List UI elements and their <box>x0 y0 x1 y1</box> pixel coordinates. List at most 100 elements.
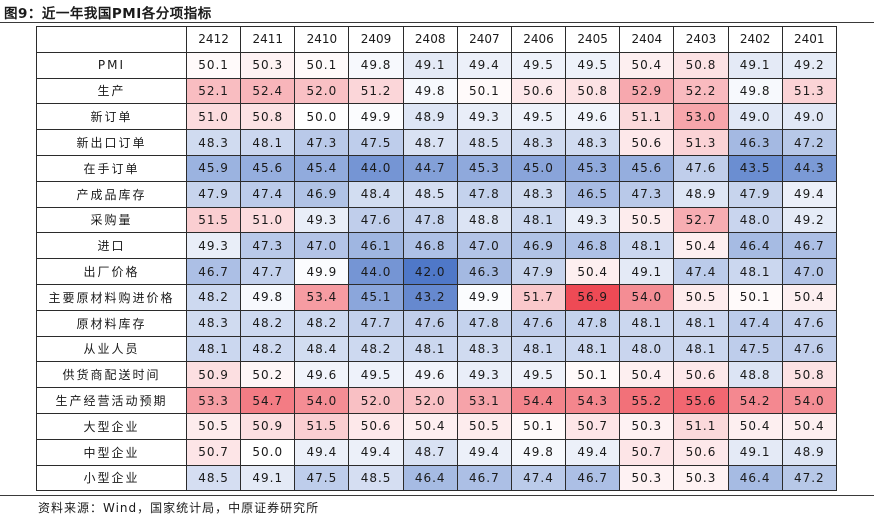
heat-cell: 49.1 <box>727 51 783 79</box>
heat-cell: 43.5 <box>727 154 783 182</box>
heat-cell: 49.8 <box>402 77 458 105</box>
row-label: 产成品库存 <box>36 180 187 208</box>
heat-cell: 50.5 <box>619 206 675 234</box>
heat-cell: 51.1 <box>673 412 729 440</box>
heat-cell: 54.3 <box>565 387 621 414</box>
heat-cell: 51.3 <box>673 129 729 156</box>
heat-cell: 47.0 <box>456 232 512 260</box>
heat-cell: 54.0 <box>294 387 350 414</box>
heat-cell: 50.7 <box>185 438 242 466</box>
heat-cell: 50.8 <box>781 361 837 389</box>
heat-cell: 48.8 <box>456 206 512 234</box>
column-header: 2411 <box>240 26 296 53</box>
heat-cell: 48.1 <box>727 258 783 285</box>
heat-cell: 49.3 <box>565 206 621 234</box>
heat-cell: 48.2 <box>240 309 296 337</box>
heat-cell: 50.3 <box>619 464 675 492</box>
heat-cell: 50.7 <box>565 412 621 440</box>
heat-cell: 46.9 <box>510 232 567 260</box>
heat-cell: 49.4 <box>456 438 512 466</box>
heat-cell: 55.6 <box>673 387 729 414</box>
heat-cell: 45.0 <box>510 154 567 182</box>
table-row: 出厂价格 46.7 47.7 49.9 44.0 42.0 46.3 47.9 50.4 49.1… <box>36 258 837 285</box>
row-label: 进口 <box>36 232 187 260</box>
heat-cell: 47.5 <box>348 129 404 156</box>
heat-cell: 49.4 <box>456 51 512 79</box>
heat-cell: 49.4 <box>565 438 621 466</box>
table-row: 中型企业 50.7 50.0 49.4 49.4 48.7 49.4 49.8 49.4 50.7… <box>36 438 837 466</box>
heat-cell: 45.1 <box>348 283 404 311</box>
heat-cell: 44.3 <box>781 154 837 182</box>
heat-cell: 51.7 <box>510 283 567 311</box>
row-label: 生产经营活动预期 <box>36 387 187 414</box>
heat-cell: 48.3 <box>510 180 567 208</box>
heat-cell: 47.6 <box>402 309 458 337</box>
heat-cell: 47.2 <box>781 464 837 492</box>
heat-cell: 47.4 <box>673 258 729 285</box>
heat-cell: 50.3 <box>619 412 675 440</box>
heat-cell: 47.0 <box>294 232 350 260</box>
heat-cell: 47.2 <box>781 129 837 156</box>
heat-cell: 49.3 <box>456 361 512 389</box>
heat-cell: 44.0 <box>348 154 404 182</box>
heat-cell: 47.4 <box>240 180 296 208</box>
table-row: 生产经营活动预期 53.3 54.7 54.0 52.0 52.0 53.1 54.4 54.3… <box>36 387 837 414</box>
column-header: 2406 <box>510 26 567 53</box>
heat-cell: 54.7 <box>240 387 296 414</box>
heat-cell: 52.4 <box>240 77 296 105</box>
heat-cell: 46.7 <box>565 464 621 492</box>
heat-cell: 53.4 <box>294 283 350 311</box>
row-label: 从业人员 <box>36 335 187 363</box>
heat-cell: 50.6 <box>673 438 729 466</box>
row-label: 在手订单 <box>36 154 187 182</box>
heat-cell: 48.5 <box>402 180 458 208</box>
heat-cell: 44.0 <box>348 258 404 285</box>
heat-cell: 48.1 <box>619 309 675 337</box>
heat-cell: 50.0 <box>294 103 350 131</box>
corner-cell <box>36 26 187 53</box>
heat-cell: 43.2 <box>402 283 458 311</box>
table-row: 新出口订单 48.3 48.1 47.3 47.5 48.7 48.5 48.3 48.3 50.… <box>36 129 837 156</box>
heat-cell: 47.4 <box>727 309 783 337</box>
heat-cell: 49.5 <box>510 361 567 389</box>
heat-cell: 48.3 <box>185 129 242 156</box>
heat-cell: 47.7 <box>240 258 296 285</box>
heat-cell: 48.5 <box>185 464 242 492</box>
heat-cell: 49.9 <box>294 258 350 285</box>
heat-cell: 48.4 <box>348 180 404 208</box>
heat-cell: 49.4 <box>294 438 350 466</box>
table-row: 进口 49.3 47.3 47.0 46.1 46.8 47.0 46.9 46.8 48.1 50… <box>36 232 837 260</box>
table-row: 生产 52.1 52.4 52.0 51.2 49.8 50.1 50.6 50.8 52.9 52… <box>36 77 837 105</box>
heat-cell: 46.8 <box>565 232 621 260</box>
heat-cell: 49.9 <box>348 103 404 131</box>
heat-cell: 46.4 <box>727 232 783 260</box>
heat-cell: 50.1 <box>185 51 242 79</box>
heat-cell: 49.2 <box>781 206 837 234</box>
heat-cell: 49.6 <box>294 361 350 389</box>
heat-cell: 47.0 <box>781 258 837 285</box>
heat-cell: 50.9 <box>240 412 296 440</box>
heat-cell: 49.6 <box>402 361 458 389</box>
heat-cell: 48.9 <box>402 103 458 131</box>
heat-cell: 49.1 <box>240 464 296 492</box>
row-label: PMI <box>36 51 187 79</box>
heat-cell: 50.5 <box>673 283 729 311</box>
heat-cell: 51.0 <box>240 206 296 234</box>
row-label: 新订单 <box>36 103 187 131</box>
heat-cell: 56.9 <box>565 283 621 311</box>
heat-cell: 47.8 <box>402 206 458 234</box>
heat-cell: 48.1 <box>619 232 675 260</box>
heat-cell: 46.4 <box>727 464 783 492</box>
heat-cell: 48.1 <box>565 335 621 363</box>
heat-cell: 45.6 <box>240 154 296 182</box>
table-row: 小型企业 48.5 49.1 47.5 48.5 46.4 46.7 47.4 46.7 50.3… <box>36 464 837 492</box>
row-label: 小型企业 <box>36 464 187 492</box>
heat-cell: 50.4 <box>402 412 458 440</box>
heat-cell: 48.7 <box>402 438 458 466</box>
bottom-rule <box>0 495 874 496</box>
heat-cell: 46.1 <box>348 232 404 260</box>
heat-cell: 55.2 <box>619 387 675 414</box>
heat-cell: 50.1 <box>510 412 567 440</box>
heat-cell: 51.1 <box>619 103 675 131</box>
heat-cell: 47.5 <box>727 335 783 363</box>
